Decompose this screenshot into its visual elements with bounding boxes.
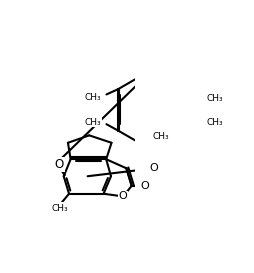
Text: O: O <box>140 181 148 191</box>
Text: CH₃: CH₃ <box>84 93 101 102</box>
Text: CH₃: CH₃ <box>84 118 101 127</box>
Text: CH₃: CH₃ <box>151 132 168 141</box>
Text: O: O <box>118 191 127 201</box>
Text: O: O <box>55 158 64 171</box>
Text: CH₃: CH₃ <box>51 204 68 213</box>
Text: O: O <box>149 163 158 173</box>
Text: CH₃: CH₃ <box>206 118 223 127</box>
Text: CH₃: CH₃ <box>206 94 223 103</box>
